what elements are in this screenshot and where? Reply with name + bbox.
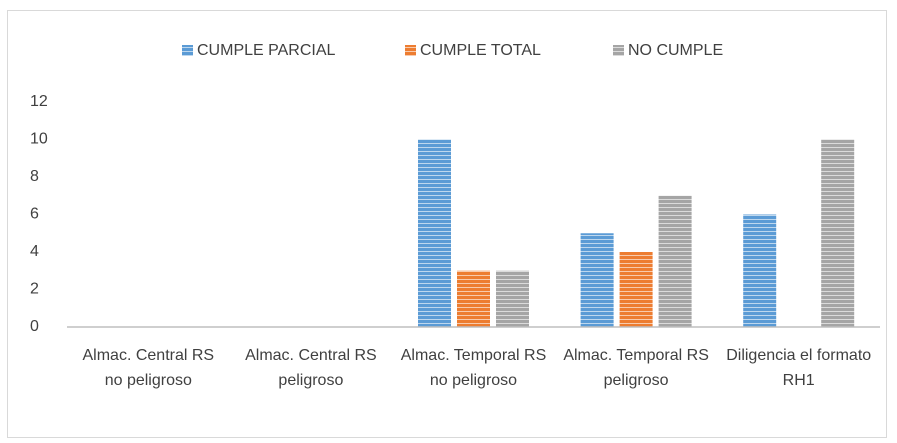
y-tick-label: 0 xyxy=(30,318,39,335)
legend-swatch xyxy=(405,45,416,56)
x-tick-label: Almac. Temporal RS peligroso xyxy=(563,347,709,389)
x-tick-label: Almac. Temporal RS no peligroso xyxy=(400,347,547,389)
bar xyxy=(743,214,777,327)
bar xyxy=(658,195,692,327)
bar xyxy=(457,270,490,327)
y-tick-label: 10 xyxy=(30,131,48,148)
legend-label: CUMPLE TOTAL xyxy=(420,42,541,59)
x-tick-label: Diligencia el formato RH1 xyxy=(726,347,872,389)
y-tick-label: 2 xyxy=(30,281,39,298)
x-tick-label: Almac. Central RS peligroso xyxy=(245,347,377,389)
bar xyxy=(496,270,529,327)
y-tick-label: 4 xyxy=(30,243,39,260)
bar xyxy=(580,233,614,327)
legend-label: CUMPLE PARCIAL xyxy=(197,42,336,59)
legend-label: NO CUMPLE xyxy=(628,42,723,59)
legend-swatch xyxy=(182,45,193,56)
bar xyxy=(418,139,451,327)
bar xyxy=(821,139,855,327)
x-tick-label: Almac. Central RS no peligroso xyxy=(82,347,215,389)
y-tick-label: 8 xyxy=(30,168,39,185)
bar xyxy=(619,252,653,327)
legend-swatch xyxy=(613,45,624,56)
y-tick-label: 12 xyxy=(30,93,48,110)
y-tick-label: 6 xyxy=(30,206,39,223)
